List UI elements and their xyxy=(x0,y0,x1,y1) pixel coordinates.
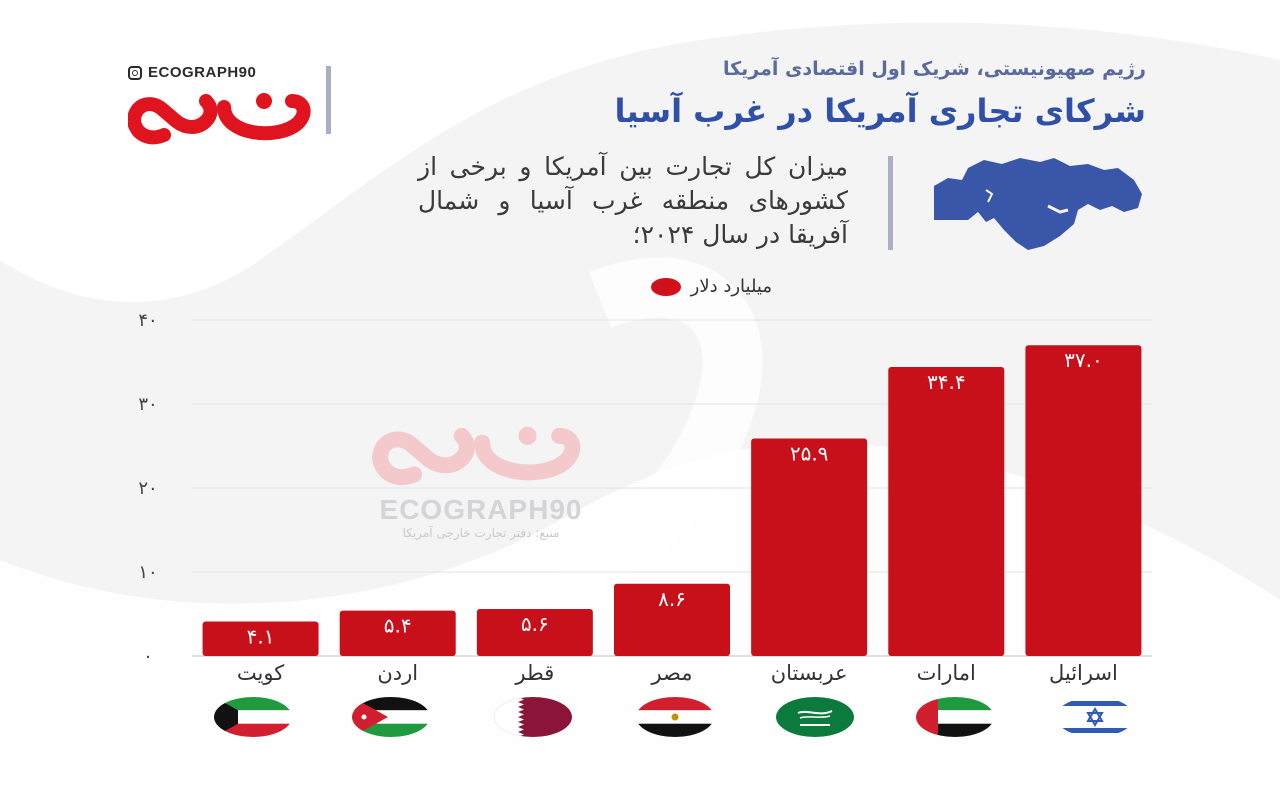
watermark-logo-icon xyxy=(372,426,581,485)
legend-marker xyxy=(650,277,681,296)
x-category-label: کویت xyxy=(237,661,284,685)
bar-value-label: ۲۵.۹ xyxy=(790,441,829,465)
egypt-flag-icon xyxy=(636,697,714,737)
legend-label: میلیارد دلار xyxy=(690,276,772,297)
header-divider xyxy=(326,66,331,134)
y-tick-label: ۱۰ xyxy=(138,562,157,583)
bar-value-label: ۳۷.۰ xyxy=(1064,348,1103,372)
page-title: شرکای تجاری آمریکا در غرب آسیا xyxy=(614,92,1146,130)
x-category-label: اردن xyxy=(377,661,418,685)
bar-value-label: ۴.۱ xyxy=(247,625,275,649)
bar xyxy=(614,583,730,656)
instagram-icon xyxy=(128,65,142,80)
y-tick-label: ۲۰ xyxy=(138,478,157,499)
chart-legend: میلیارد دلار xyxy=(650,276,772,297)
x-category-label: قطر xyxy=(514,661,554,685)
saudi-flag-icon xyxy=(776,697,854,737)
ecograph-logo-icon xyxy=(127,93,311,145)
handle-text: ECOGRAPH90 xyxy=(148,64,257,81)
bar-value-label: ۸.۶ xyxy=(658,587,686,611)
bar-value-label: ۵.۶ xyxy=(521,612,549,636)
bar xyxy=(339,610,456,656)
middle-east-map-icon xyxy=(934,158,1142,250)
y-tick-label: ۴۰ xyxy=(138,310,157,331)
source-note: منبع: دفتر تجارت خارجی آمریکا xyxy=(402,526,560,540)
bar-value-label: ۳۴.۴ xyxy=(927,370,966,394)
bar xyxy=(1025,345,1142,656)
watermark: ECOGRAPH90 منبع: دفتر تجارت خارجی آمریکا xyxy=(346,420,616,540)
x-category-label: امارات xyxy=(917,661,976,685)
x-category-label: مصر xyxy=(650,661,692,685)
question-divider xyxy=(888,156,893,250)
bar-value-label: ۵.۴ xyxy=(384,614,412,638)
jordan-flag-icon xyxy=(352,697,430,737)
israel-flag-icon xyxy=(1056,697,1134,737)
x-category-label: عربستان xyxy=(771,661,848,685)
question-text: میزان کل تجارت بین آمریکا و برخی از کشور… xyxy=(418,152,848,249)
bar xyxy=(476,608,593,656)
watermark-text: ECOGRAPH90 xyxy=(379,494,583,525)
x-category-label: اسرائیل xyxy=(1049,661,1118,685)
uae-flag-icon xyxy=(916,697,994,737)
instagram-handle: ECOGRAPH90 xyxy=(128,64,318,81)
brand-block: ECOGRAPH90 xyxy=(127,64,318,151)
bar xyxy=(888,367,1005,656)
kuwait-flag-icon xyxy=(214,697,292,737)
subtitle: رژیم صهیونیستی، شریک اول اقتصادی آمریکا xyxy=(722,58,1146,80)
y-tick-label: ۳۰ xyxy=(138,394,157,415)
bar xyxy=(202,621,319,656)
bar xyxy=(751,438,868,656)
qatar-flag-icon xyxy=(494,697,572,737)
y-tick-label: ۰ xyxy=(143,646,153,667)
